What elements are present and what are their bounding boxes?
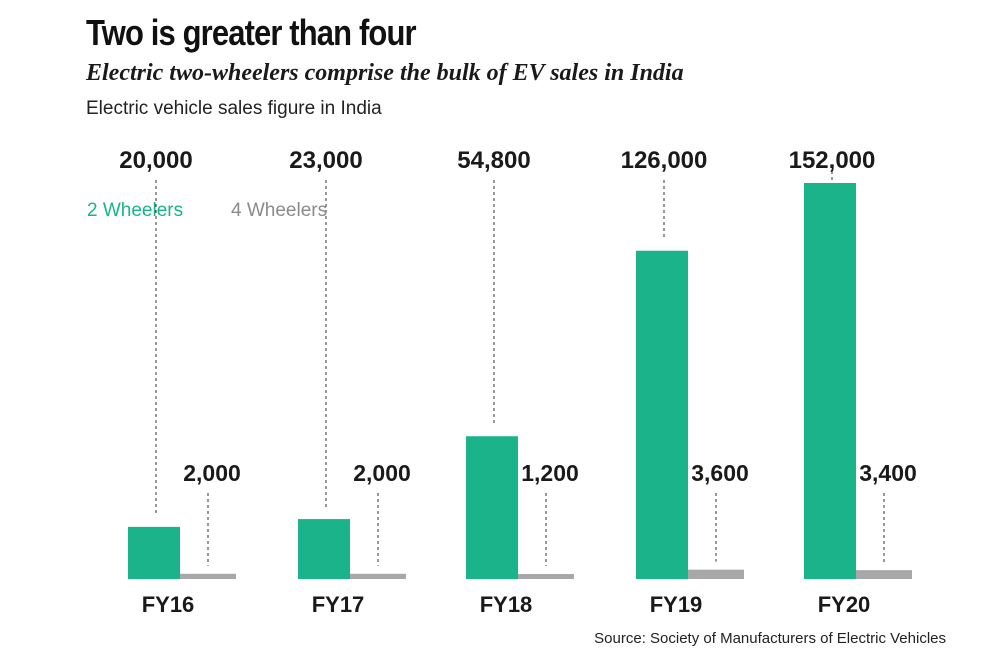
value-label-four-wheelers-fy18: 1,200 [521, 460, 579, 486]
bar-four-wheelers-fy17 [350, 573, 406, 579]
chart-description: Electric vehicle sales figure in India [86, 98, 382, 119]
bar-two-wheelers-fy20 [804, 183, 856, 579]
bar-four-wheelers-fy18 [518, 574, 574, 579]
category-label-fy16: FY16 [142, 592, 195, 617]
value-label-four-wheelers-fy20: 3,400 [859, 460, 917, 486]
bar-two-wheelers-fy19 [636, 250, 688, 579]
value-label-four-wheelers-fy19: 3,600 [691, 460, 749, 486]
bar-two-wheelers-fy16 [128, 526, 180, 579]
value-label-two-wheelers-fy17: 23,000 [289, 147, 362, 174]
value-label-four-wheelers-fy16: 2,000 [183, 460, 241, 486]
source-note: Source: Society of Manufacturers of Elec… [594, 630, 946, 647]
bar-two-wheelers-fy18 [466, 436, 518, 579]
legend-two-wheelers: 2 Wheelers [87, 200, 183, 221]
value-label-two-wheelers-fy20: 152,000 [789, 147, 876, 174]
value-label-four-wheelers-fy17: 2,000 [353, 460, 411, 486]
category-label-fy20: FY20 [818, 592, 871, 617]
category-label-fy17: FY17 [312, 592, 365, 617]
value-label-two-wheelers-fy19: 126,000 [621, 147, 708, 174]
bar-two-wheelers-fy17 [298, 519, 350, 579]
bar-four-wheelers-fy20 [856, 570, 912, 579]
chart-title: Two is greater than four [86, 12, 417, 53]
chart-subtitle: Electric two-wheelers comprise the bulk … [86, 60, 684, 86]
legend-four-wheelers: 4 Wheelers [231, 200, 327, 221]
value-label-two-wheelers-fy18: 54,800 [457, 147, 530, 174]
bar-four-wheelers-fy19 [688, 569, 744, 579]
category-label-fy18: FY18 [480, 592, 533, 617]
bar-four-wheelers-fy16 [180, 573, 236, 579]
category-label-fy19: FY19 [650, 592, 703, 617]
value-label-two-wheelers-fy16: 20,000 [119, 147, 192, 174]
